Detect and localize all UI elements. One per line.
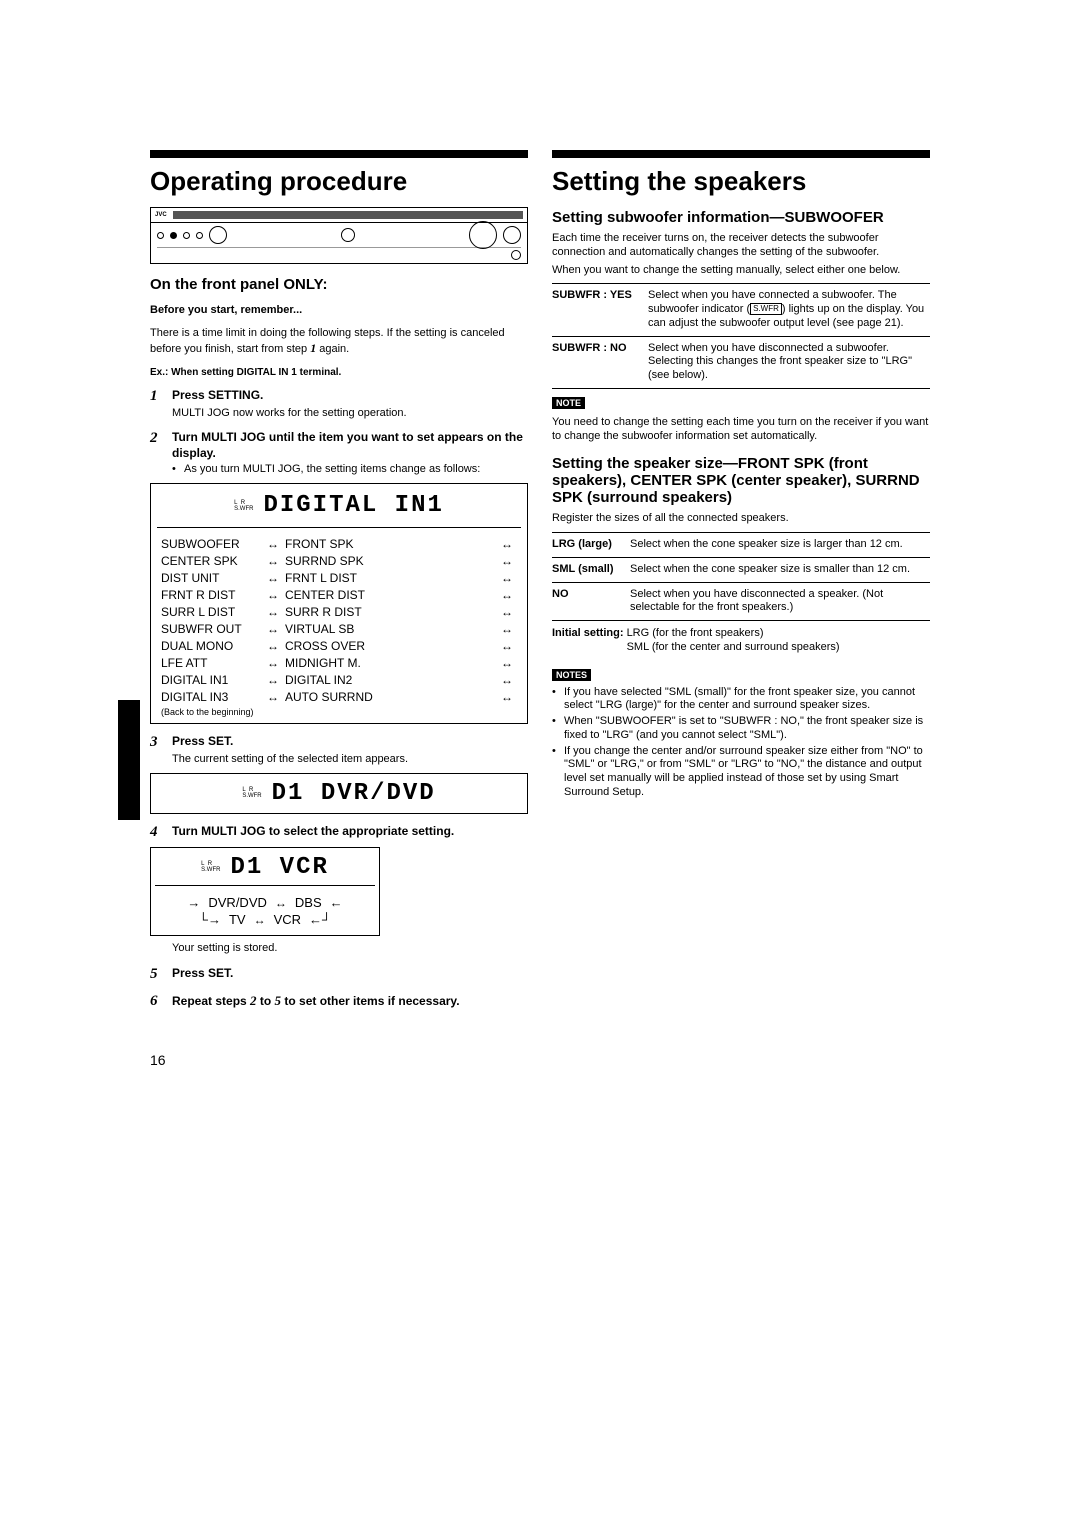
note-bullet: •If you change the center and/or surroun…	[552, 745, 930, 800]
step-6: 6 Repeat steps 2 to 5 to set other items…	[150, 993, 528, 1010]
device-illustration: JVC	[150, 207, 528, 264]
step-3-body: The current setting of the selected item…	[172, 753, 528, 767]
note-label: NOTE	[552, 397, 585, 409]
swfr-para-2: When you want to change the setting manu…	[552, 264, 930, 278]
subheading-front-panel: On the front panel ONLY:	[150, 276, 528, 293]
swfr-para-1: Each time the receiver turns on, the rec…	[552, 232, 930, 260]
table-row: SUBWFR : YES Select when you have connec…	[552, 284, 930, 335]
step-1-body: MULTI JOG now works for the setting oper…	[172, 407, 528, 421]
device-brand: JVC	[155, 212, 167, 218]
step-4-body: Your setting is stored.	[172, 942, 528, 956]
before-start-heading: Before you start, remember...	[150, 304, 528, 316]
back-to-beginning: (Back to the beginning)	[157, 707, 521, 719]
table-row: NO Select when you have disconnected a s…	[552, 582, 930, 621]
lcd-text-2: D1 DVR/DVD	[272, 780, 436, 807]
initial-setting: Initial setting: LRG (for the front spea…	[552, 627, 930, 655]
jog-row: SUBWFR OUTVIRTUAL SB	[161, 622, 517, 636]
jog-row: DIGITAL IN3AUTO SURRND	[161, 690, 517, 704]
section-title-speakers: Setting the speakers	[552, 166, 930, 197]
step-2-bullet: • As you turn MULTI JOG, the setting ite…	[172, 463, 528, 477]
note-1-text: You need to change the setting each time…	[552, 416, 930, 444]
size-table: LRG (large) Select when the cone speaker…	[552, 532, 930, 621]
jog-row: DUAL MONOCROSS OVER	[161, 639, 517, 653]
top-rule	[150, 150, 930, 158]
step-1: 1 Press SETTING.	[150, 388, 528, 405]
section-title-operating: Operating procedure	[150, 166, 528, 197]
jog-row: SUBWOOFERFRONT SPK	[161, 537, 517, 551]
step-2: 2 Turn MULTI JOG until the item you want…	[150, 430, 528, 461]
page-number: 16	[150, 1052, 930, 1068]
notes-label: NOTES	[552, 669, 591, 681]
lcd-indicator-2: L R S.WFR	[242, 787, 261, 799]
size-intro: Register the sizes of all the connected …	[552, 512, 930, 526]
cycle-row-2: └→TVVCR←┘	[155, 912, 375, 931]
lcd-indicator: L R S.WFR	[234, 500, 253, 512]
lcd-indicator-3: L R S.WFR	[201, 861, 220, 873]
step-4: 4 Turn MULTI JOG to select the appropria…	[150, 824, 528, 841]
lcd-text-3: D1 VCR	[230, 854, 328, 881]
notes-list: •If you have selected "SML (small)" for …	[552, 686, 930, 800]
note-bullet: •If you have selected "SML (small)" for …	[552, 686, 930, 714]
jog-box: L R S.WFR DIGITAL IN1 SUBWOOFERFRONT SPK…	[150, 483, 528, 724]
lcd-box-3: L R S.WFR D1 VCR →DVR/DVDDBS← └→TVVCR←┘	[150, 847, 380, 936]
cycle-row-1: →DVR/DVDDBS←	[155, 888, 375, 912]
jog-row: CENTER SPKSURRND SPK	[161, 554, 517, 568]
lcd-box-2: L R S.WFR D1 DVR/DVD	[150, 773, 528, 814]
table-row: SML (small) Select when the cone speaker…	[552, 557, 930, 582]
step-5: 5 Press SET.	[150, 966, 528, 983]
example-heading: Ex.: When setting DIGITAL IN 1 terminal.	[150, 367, 528, 378]
subheading-size: Setting the speaker size—FRONT SPK (fron…	[552, 455, 930, 506]
before-start-text: There is a time limit in doing the follo…	[150, 327, 528, 357]
table-row: SUBWFR : NO Select when you have disconn…	[552, 336, 930, 388]
subheading-subwoofer: Setting subwoofer information—SUBWOOFER	[552, 209, 930, 226]
left-column: Operating procedure JVC	[150, 166, 528, 1012]
step-3: 3 Press SET.	[150, 734, 528, 751]
jog-row: SURR L DISTSURR R DIST	[161, 605, 517, 619]
jog-item-list: SUBWOOFERFRONT SPK CENTER SPKSURRND SPK DI…	[157, 528, 521, 704]
jog-row: FRNT R DISTCENTER DIST	[161, 588, 517, 602]
table-row: LRG (large) Select when the cone speaker…	[552, 533, 930, 557]
subwoofer-table: SUBWFR : YES Select when you have connec…	[552, 283, 930, 389]
jog-row: DIGITAL IN1DIGITAL IN2	[161, 673, 517, 687]
right-column: Setting the speakers Setting subwoofer i…	[552, 166, 930, 1012]
lcd-text-1: DIGITAL IN1	[263, 492, 443, 519]
jog-row: LFE ATTMIDNIGHT M.	[161, 656, 517, 670]
note-bullet: •When "SUBWOOFER" is set to "SUBWFR : NO…	[552, 715, 930, 743]
jog-row: DIST UNITFRNT L DIST	[161, 571, 517, 585]
